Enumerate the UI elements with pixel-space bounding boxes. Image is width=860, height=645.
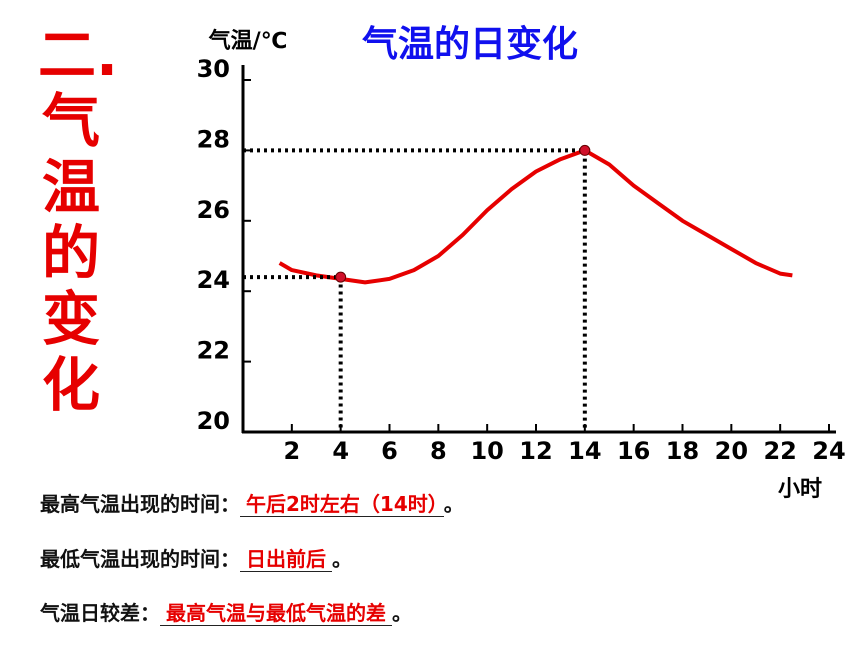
x-tick-label: 8 [430, 437, 447, 465]
point [579, 144, 591, 156]
x-tick-label: 24 [812, 437, 845, 465]
question-label: 气温日较差： [40, 601, 160, 625]
question-label: 最低气温出现的时间： [40, 547, 240, 571]
x-tick-label: 12 [519, 437, 552, 465]
answer: 午后2时左右（14时） [240, 492, 444, 517]
question: 气温日较差： 最高气温与最低气温的差。 [40, 597, 412, 626]
y-tick-label: 30 [197, 55, 230, 83]
y-axis-label: 气温/℃ [208, 28, 288, 54]
x-axis-label: 小时 [778, 477, 822, 502]
question-label: 最高气温出现的时间： [40, 492, 240, 516]
y-tick-label: 24 [197, 266, 230, 294]
punctuation: 。 [332, 547, 352, 571]
temperature-line [278, 148, 793, 285]
answer: 最高气温与最低气温的差 [160, 601, 392, 626]
chart-title: 气温的日变化 [362, 23, 578, 65]
x-tick-label: 22 [763, 437, 796, 465]
punctuation: 。 [443, 492, 464, 516]
point [335, 271, 347, 283]
x-tick-label: 14 [568, 437, 601, 465]
x-tick-label: 18 [666, 437, 699, 465]
y-tick-label: 22 [197, 337, 230, 365]
y-tick-label: 26 [197, 196, 230, 224]
guide-line [243, 275, 343, 432]
side-title: 二.气温的变化 [38, 21, 119, 419]
answer: 日出前后 [240, 547, 332, 572]
x-tick-label: 10 [470, 437, 503, 465]
question: 最高气温出现的时间： 午后2时左右（14时）。 [40, 488, 464, 517]
x-tick-label: 6 [381, 437, 398, 465]
guide-line [243, 148, 587, 432]
x-tick-label: 16 [617, 437, 650, 465]
punctuation: 。 [392, 601, 412, 625]
x-tick-label: 20 [715, 437, 748, 465]
y-tick-label: 28 [197, 125, 230, 153]
y-tick-label: 20 [197, 407, 230, 435]
x-tick-label: 4 [332, 437, 349, 465]
question: 最低气温出现的时间： 日出前后。 [40, 543, 352, 572]
x-tick-label: 2 [283, 437, 300, 465]
